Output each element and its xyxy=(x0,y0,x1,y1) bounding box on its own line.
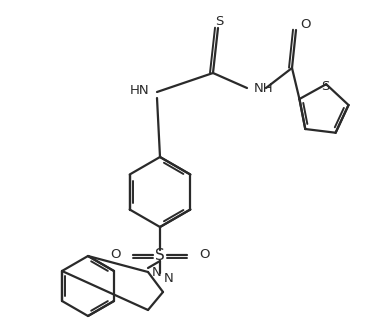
Text: S: S xyxy=(215,14,223,27)
Text: O: O xyxy=(199,249,209,261)
Text: S: S xyxy=(321,80,329,93)
Text: HN: HN xyxy=(129,83,149,97)
Text: N: N xyxy=(164,271,174,285)
Text: NH: NH xyxy=(254,81,274,94)
Text: S: S xyxy=(155,248,165,262)
Text: N: N xyxy=(152,266,162,279)
Text: O: O xyxy=(111,249,121,261)
Text: O: O xyxy=(300,17,310,31)
